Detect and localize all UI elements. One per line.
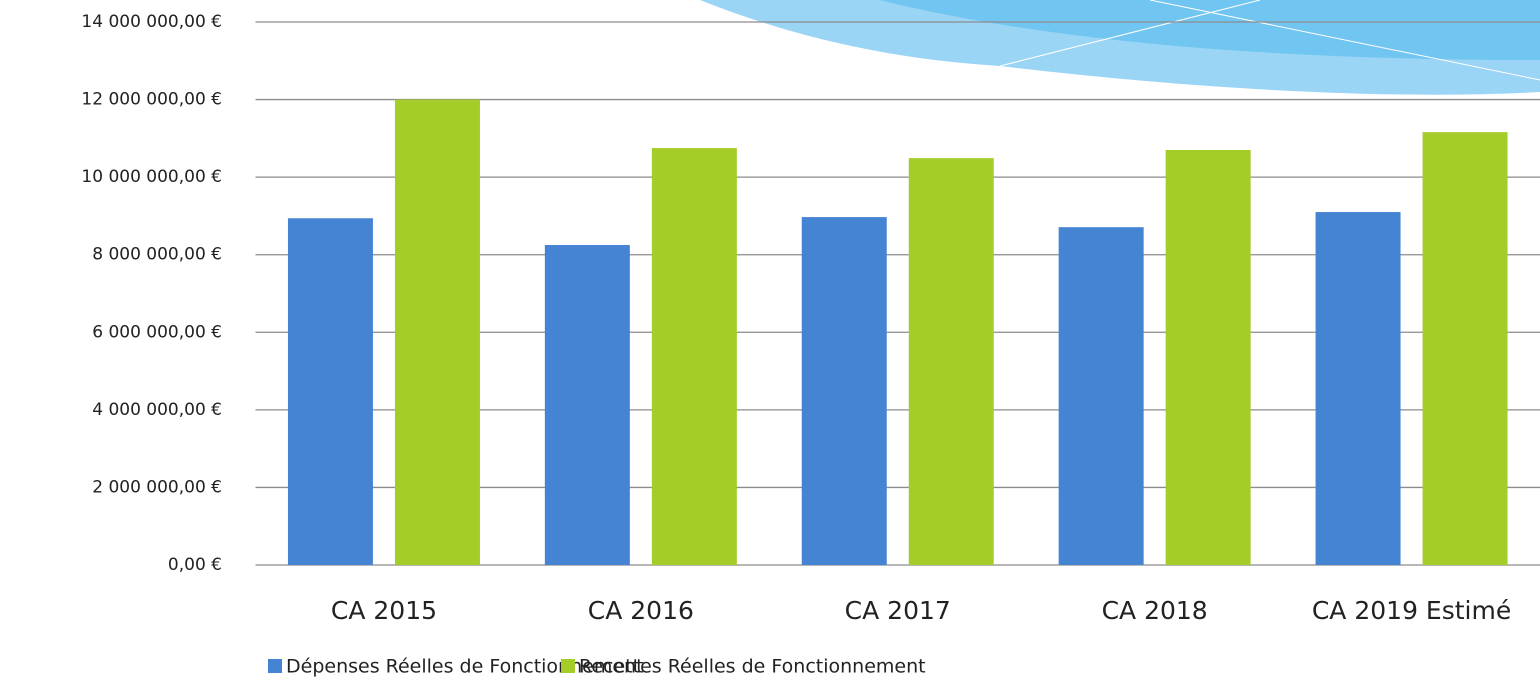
- bar: [1165, 149, 1251, 565]
- x-tick-label: CA 2015: [331, 596, 437, 625]
- x-tick-label: CA 2017: [845, 596, 951, 625]
- bar: [651, 148, 737, 565]
- bar: [908, 158, 994, 565]
- y-tick-label: 8 000 000,00 €: [92, 245, 222, 265]
- y-tick-label: 4 000 000,00 €: [92, 400, 222, 420]
- bar: [544, 245, 630, 565]
- decoration: [700, 0, 1540, 95]
- y-tick-label: 14 000 000,00 €: [81, 12, 222, 32]
- bar: [801, 217, 887, 565]
- legend-label: Dépenses Réelles de Fonctionnement: [286, 656, 644, 678]
- x-tick-label: CA 2019 Estimé: [1312, 596, 1511, 625]
- bar: [1422, 132, 1508, 565]
- x-tick-label: CA 2016: [588, 596, 694, 625]
- bar: [394, 99, 480, 566]
- y-tick-label: 6 000 000,00 €: [92, 322, 222, 342]
- legend-swatch: [561, 659, 575, 673]
- y-tick-label: 0,00 €: [168, 555, 222, 575]
- y-tick-label: 2 000 000,00 €: [92, 477, 222, 497]
- legend-label: Recettes Réelles de Fonctionnement: [579, 656, 926, 678]
- bar: [287, 218, 373, 565]
- legend-swatch: [268, 659, 282, 673]
- bar: [1058, 227, 1144, 565]
- bar: [1315, 212, 1401, 566]
- x-tick-label: CA 2018: [1102, 596, 1208, 625]
- y-tick-label: 12 000 000,00 €: [81, 90, 222, 110]
- y-tick-label: 10 000 000,00 €: [81, 167, 222, 187]
